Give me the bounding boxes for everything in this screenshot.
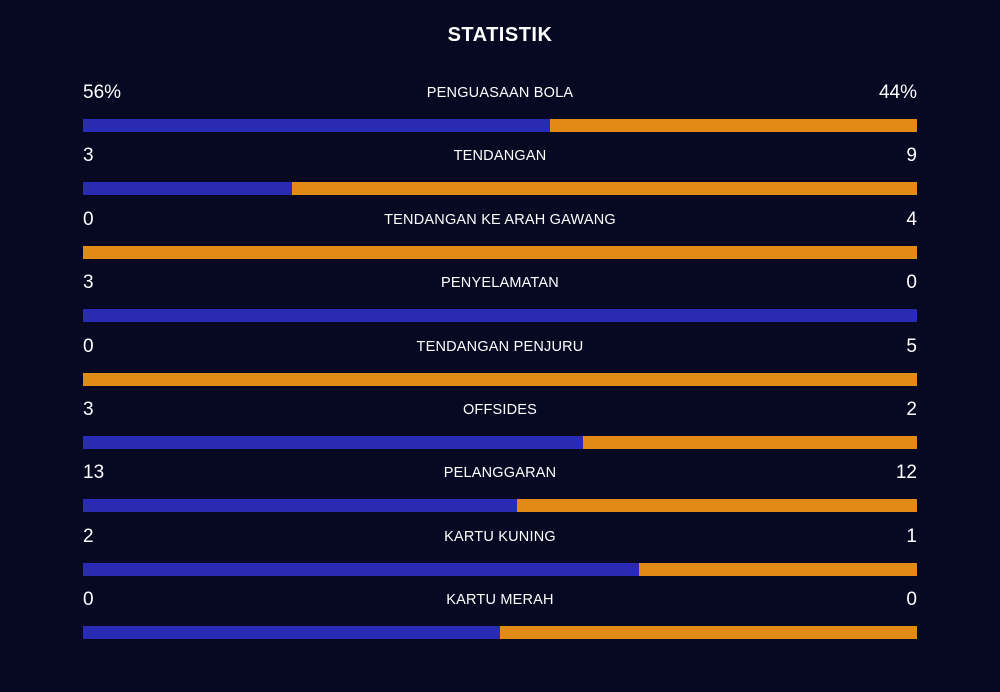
away-bar-fill [639, 562, 917, 576]
statistics-title: STATISTIK [447, 24, 553, 46]
away-bar-fill [516, 499, 917, 513]
home-value: 3 [83, 272, 94, 294]
away-bar-fill [500, 626, 917, 640]
home-value: 3 [83, 398, 94, 420]
stat-header: 0 KARTU MERAH 0 [83, 588, 917, 612]
stat-header: 56% PENGUASAAN BOLA 44% [83, 81, 917, 105]
home-value: 2 [83, 525, 94, 547]
home-value: 0 [83, 589, 94, 611]
away-value: 12 [895, 462, 917, 484]
stat-label: OFFSIDES [462, 401, 538, 418]
stat-header: 3 TENDANGAN 9 [83, 144, 917, 168]
stat-header: 0 TENDANGAN PENJURU 5 [83, 335, 917, 359]
stats-list: 56% PENGUASAAN BOLA 44% 3 TENDANGAN 9 [83, 81, 917, 652]
stat-row-possession: 56% PENGUASAAN BOLA 44% [83, 81, 917, 144]
away-bar-fill [291, 182, 917, 196]
comparison-bar [83, 372, 917, 386]
stat-label: TENDANGAN KE ARAH GAWANG [384, 211, 616, 228]
comparison-bar [83, 119, 917, 132]
stat-header: 2 KARTU KUNING 1 [83, 525, 917, 549]
home-value: 3 [83, 145, 94, 167]
comparison-bar [83, 626, 917, 640]
home-bar-fill [83, 182, 292, 196]
away-value: 4 [906, 208, 917, 230]
away-value: 1 [906, 525, 917, 547]
stat-label: PELANGGARAN [443, 465, 557, 482]
home-bar-fill [83, 119, 551, 132]
home-bar-fill [83, 562, 640, 576]
stat-header: 0 TENDANGAN KE ARAH GAWANG 4 [83, 208, 917, 232]
away-value: 9 [906, 145, 917, 167]
away-bar-fill [550, 119, 917, 132]
away-value: 5 [906, 335, 917, 357]
stat-row-red-cards: 0 KARTU MERAH 0 [83, 588, 917, 651]
away-value: 44% [878, 82, 917, 103]
home-bar-fill [83, 309, 917, 323]
stat-label: KARTU KUNING [444, 528, 556, 545]
away-bar-fill [83, 245, 917, 259]
stat-row-corners: 0 TENDANGAN PENJURU 5 [83, 335, 917, 398]
away-value: 2 [906, 398, 917, 420]
stat-row-saves: 3 PENYELAMATAN 0 [83, 271, 917, 334]
home-bar-fill [83, 499, 517, 513]
home-value: 56% [83, 82, 122, 103]
away-value: 0 [906, 589, 917, 611]
stat-header: 3 PENYELAMATAN 0 [83, 271, 917, 295]
stat-header: 3 OFFSIDES 2 [83, 398, 917, 422]
home-bar-fill [83, 435, 584, 449]
stat-label: KARTU MERAH [446, 592, 554, 609]
stat-label: PENYELAMATAN [441, 275, 559, 292]
comparison-bar [83, 245, 917, 259]
away-bar-fill [83, 372, 917, 386]
stat-row-offsides: 3 OFFSIDES 2 [83, 398, 917, 461]
away-value: 0 [906, 272, 917, 294]
comparison-bar [83, 435, 917, 449]
comparison-bar [83, 499, 917, 513]
away-bar-fill [583, 435, 917, 449]
stat-header: 13 PELANGGARAN 12 [83, 461, 917, 485]
home-value: 0 [83, 208, 94, 230]
stat-row-yellow-cards: 2 KARTU KUNING 1 [83, 525, 917, 588]
stat-label: TENDANGAN [453, 148, 547, 165]
comparison-bar [83, 562, 917, 576]
stat-row-shots-on-target: 0 TENDANGAN KE ARAH GAWANG 4 [83, 208, 917, 271]
stat-row-shots: 3 TENDANGAN 9 [83, 144, 917, 207]
home-bar-fill [83, 626, 500, 640]
home-value: 0 [83, 335, 94, 357]
home-value: 13 [83, 462, 105, 484]
comparison-bar [83, 182, 917, 196]
stat-label: PENGUASAAN BOLA [426, 85, 574, 101]
stat-label: TENDANGAN PENJURU [416, 338, 584, 355]
comparison-bar [83, 309, 917, 323]
stat-row-fouls: 13 PELANGGARAN 12 [83, 461, 917, 524]
